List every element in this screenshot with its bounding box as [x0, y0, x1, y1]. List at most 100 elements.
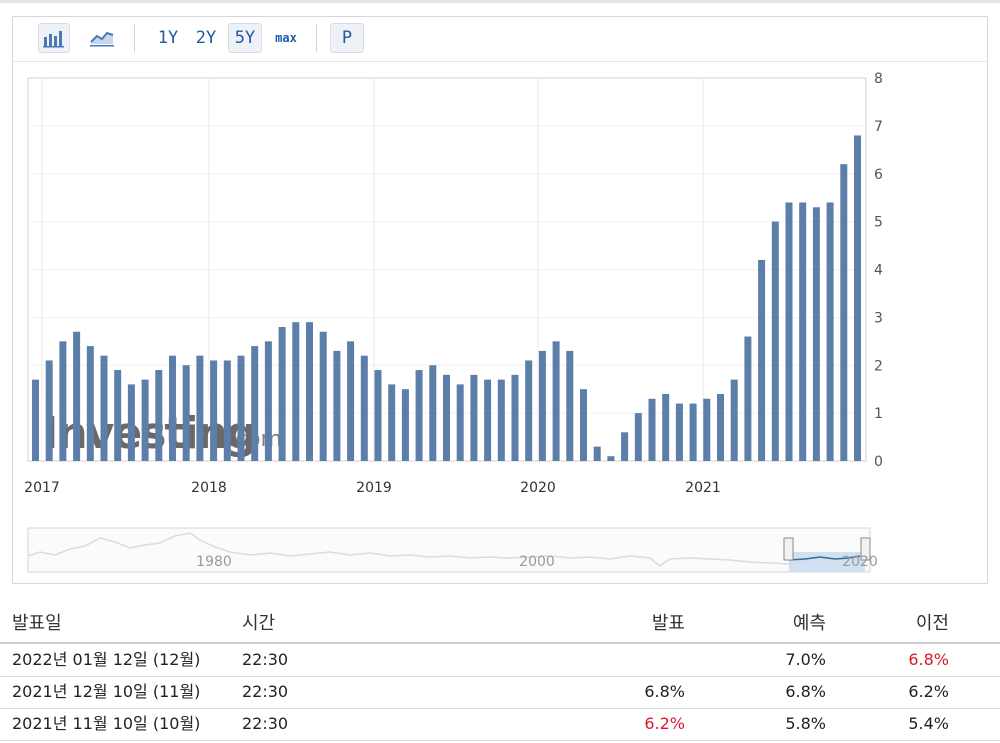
row-forecast: 6.8%: [785, 682, 826, 701]
bar: [59, 341, 67, 461]
header-time: 시간: [242, 613, 276, 634]
bar-chart-button[interactable]: [38, 23, 70, 53]
bar: [703, 398, 711, 461]
top-divider: [0, 0, 1000, 3]
bar: [730, 379, 738, 461]
range-5y-button[interactable]: 5Y: [228, 23, 262, 53]
bar: [347, 341, 355, 461]
bar: [169, 355, 176, 461]
bar: [443, 374, 450, 461]
bar: [758, 259, 766, 461]
toolbar-separator: [316, 24, 317, 52]
bar: [319, 331, 327, 461]
bar: [689, 403, 697, 461]
chart-bars: [32, 135, 861, 462]
bar: [470, 374, 478, 461]
p-button[interactable]: P: [330, 23, 364, 53]
navigator-right-handle[interactable]: [860, 537, 871, 561]
bar: [538, 350, 546, 461]
row-date: 2022년 01월 12일 (12월): [12, 650, 201, 669]
bar: [264, 341, 272, 461]
table-header-row: 발표일 시간 발표 예측 이전: [0, 608, 1000, 640]
row-divider: [0, 740, 1000, 741]
navigator-left-handle[interactable]: [783, 537, 794, 561]
bar: [196, 355, 204, 461]
bar: [223, 360, 231, 461]
y-tick-label: 1: [874, 406, 883, 422]
line-chart-icon: [90, 31, 114, 47]
bar: [155, 370, 163, 461]
chart-navigator[interactable]: 1980 2000 2020: [27, 527, 878, 573]
bar: [511, 374, 519, 461]
bar: [744, 336, 752, 461]
bar: [374, 370, 382, 461]
row-time: 22:30: [242, 714, 289, 733]
bar: [251, 346, 259, 461]
table-row: 2022년 01월 12일 (12월) 22:30 7.0% 6.8%: [0, 644, 1000, 676]
row-actual: 6.2%: [644, 714, 685, 733]
bar: [497, 379, 505, 461]
x-tick-label: 2018: [191, 480, 227, 496]
row-previous: 5.4%: [908, 714, 949, 733]
bar: [210, 360, 218, 461]
bar: [388, 384, 396, 461]
bar: [812, 207, 820, 461]
navigator-track: [27, 527, 871, 573]
header-previous: 이전: [915, 613, 949, 634]
row-previous: 6.2%: [908, 682, 949, 701]
bar: [799, 202, 807, 461]
header-divider: [0, 642, 1000, 644]
x-tick-label: 2020: [520, 480, 556, 496]
bar: [621, 432, 629, 461]
row-date: 2021년 12월 10일 (11월): [12, 682, 201, 701]
row-previous: 6.8%: [908, 650, 949, 669]
x-axis-ticks: 2017 2018 2019 2020 2021: [24, 480, 721, 496]
bar: [785, 202, 793, 461]
navigator-label: 2020: [842, 554, 878, 570]
bar: [634, 413, 642, 461]
row-forecast: 7.0%: [785, 650, 826, 669]
y-tick-label: 0: [874, 454, 883, 470]
range-max-button[interactable]: max: [275, 31, 297, 45]
bar: [456, 384, 464, 461]
bar: [415, 370, 423, 461]
bar: [552, 341, 560, 461]
row-divider: [0, 708, 1000, 709]
row-date: 2021년 11월 10일 (10월): [12, 714, 201, 733]
x-tick-label: 2019: [356, 480, 392, 496]
navigator-selection[interactable]: [789, 552, 865, 572]
y-tick-label: 3: [874, 310, 883, 326]
bar: [278, 326, 286, 461]
line-chart-button[interactable]: [87, 23, 119, 53]
bar: [127, 384, 135, 461]
bar: [675, 403, 683, 461]
toolbar-separator: [134, 24, 135, 52]
chart-toolbar: 1Y 2Y 5Y max P: [12, 16, 988, 62]
bar: [306, 322, 313, 461]
row-actual: 6.8%: [644, 682, 685, 701]
bar: [45, 360, 53, 461]
bar: [360, 355, 368, 461]
bar: [717, 393, 724, 461]
range-1y-button[interactable]: 1Y: [157, 28, 179, 48]
table-row: 2021년 11월 10일 (10월) 22:30 6.2% 5.8% 5.4%: [0, 708, 1000, 740]
bar: [114, 370, 122, 461]
y-tick-label: 4: [874, 263, 883, 279]
bar: [662, 393, 670, 461]
bar-chart-icon: [43, 31, 64, 48]
navigator-selected-line: [788, 555, 861, 561]
row-time: 22:30: [242, 650, 289, 669]
header-date: 발표일: [12, 613, 62, 634]
bar: [237, 355, 245, 461]
bar: [86, 346, 94, 461]
bar: [525, 360, 533, 461]
bar: [141, 379, 149, 461]
y-tick-label: 8: [874, 71, 883, 87]
y-tick-label: 6: [874, 167, 883, 183]
bar-chart: Investing .com 0 1 2 3 4 5 6 7 8 2017 2018 2019 202…: [24, 71, 883, 573]
x-tick-label: 2017: [24, 480, 60, 496]
range-2y-button[interactable]: 2Y: [195, 28, 217, 48]
bar: [648, 398, 656, 461]
bar: [580, 389, 587, 461]
y-axis-ticks: 0 1 2 3 4 5 6 7 8: [874, 71, 883, 470]
